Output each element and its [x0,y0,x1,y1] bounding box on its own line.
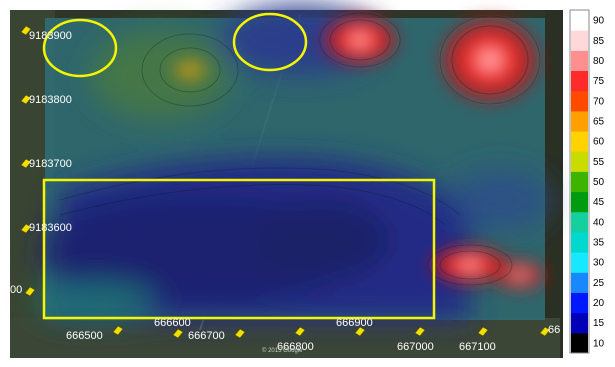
legend-label: 10 [593,338,605,349]
legend-label: 85 [593,36,605,47]
y-label-partial: 00 [10,284,22,296]
legend-label: 20 [593,298,605,309]
legend-label: 30 [593,258,605,269]
legend-label: 35 [593,238,605,249]
pin-icon [294,326,306,337]
contour-overlay [35,5,550,320]
legend-swatch [571,171,588,193]
legend-swatch [571,191,588,213]
legend-label: 60 [593,137,605,148]
x-label: 666700 [188,330,225,342]
y-label: 9183800 [29,94,72,106]
legend-swatch [571,70,588,92]
legend-swatch [571,211,588,233]
y-axis-labels: 9183900 9183800 9183700 9183600 00 [10,30,72,296]
pin-icon [20,223,32,234]
x-label-partial: 66 [548,324,560,336]
y-label: 9183600 [29,222,72,234]
pin-icon [477,326,489,337]
x-label: 666800 [277,341,314,353]
legend-frame [569,9,590,354]
pin-icon [20,25,32,36]
legend-swatch [571,110,588,132]
legend-label: 90 [593,16,605,27]
x-label: 666900 [336,317,373,329]
pin-icon [234,328,246,339]
color-legend: 90 85 80 75 70 65 60 55 50 45 40 35 30 25 20 15 10 [569,9,605,354]
legend-swatch [571,50,588,72]
highlight-ellipse-top [232,12,308,72]
pin-icon [414,326,426,337]
legend-label: 75 [593,76,605,87]
legend-label: 25 [593,278,605,289]
pin-icon [20,94,32,105]
y-label: 9183700 [29,158,72,170]
pin-icon [354,326,366,337]
x-label: 667000 [397,341,434,353]
legend-label: 80 [593,56,605,67]
legend-swatch [571,131,588,152]
pin-icon [112,325,124,336]
highlight-rectangle [42,178,436,320]
legend-label: 15 [593,318,605,329]
legend-swatch [571,272,588,293]
legend-swatch [571,332,588,354]
x-label: 666500 [66,330,103,342]
legend-swatch [571,231,588,253]
highlight-ellipse-left [42,18,118,78]
legend-label: 40 [593,217,605,228]
x-label: 666600 [154,317,191,329]
legend-label: 55 [593,157,605,168]
y-label: 9183900 [29,30,72,42]
pin-icon [172,328,184,339]
legend-label: 45 [593,197,605,208]
map-pins [20,25,551,339]
x-axis-labels: 666500 666600 666700 666800 666900 66700… [66,317,560,353]
legend-swatch [571,30,588,51]
map-watermark: © 2015 Google [262,347,303,354]
legend-swatch [571,90,588,112]
legend-swatch [571,252,588,273]
legend-label: 65 [593,116,605,127]
pin-icon [539,326,551,337]
x-label: 667100 [459,341,496,353]
legend-swatch [571,292,588,314]
legend-label: 50 [593,177,605,188]
highlight-annotations [42,12,436,320]
legend-swatch [571,312,588,334]
legend-label: 70 [593,96,605,107]
pin-icon [24,286,36,297]
legend-swatch [571,151,588,172]
legend-swatch [571,10,588,31]
pin-icon [20,158,32,169]
